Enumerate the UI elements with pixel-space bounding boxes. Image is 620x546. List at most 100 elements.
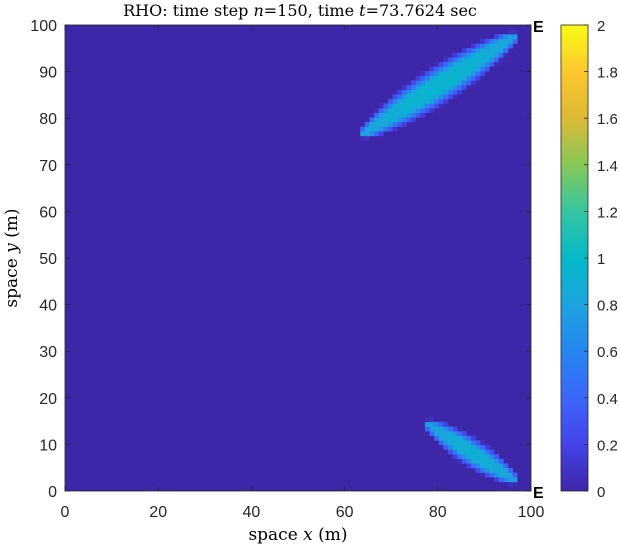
heatmap-cell <box>369 131 375 137</box>
heatmap-cell <box>397 103 403 109</box>
heatmap-cell <box>480 38 486 44</box>
heatmap-cell <box>415 80 421 86</box>
heatmap-cell <box>498 57 504 63</box>
heatmap-cell <box>429 80 435 86</box>
heatmap-cell <box>457 431 463 436</box>
heatmap-cell <box>378 126 384 132</box>
heatmap-cell <box>457 435 463 441</box>
heatmap-cell <box>457 80 463 86</box>
heatmap-cell <box>411 89 416 95</box>
heatmap-cell <box>498 458 504 464</box>
y-tick-label: 30 <box>39 344 57 361</box>
heatmap-cell <box>447 449 453 455</box>
heatmap-cell <box>443 98 449 104</box>
heatmap-cell <box>415 98 421 104</box>
heatmap-cell <box>429 94 435 100</box>
heatmap-cell <box>443 84 449 90</box>
heatmap-cell <box>471 66 476 72</box>
heatmap-cell <box>392 126 398 132</box>
heatmap-cell <box>411 94 416 100</box>
heatmap-cell <box>480 449 486 455</box>
heatmap-cell <box>434 75 440 81</box>
heatmap-cell <box>392 112 398 118</box>
heatmap-cell <box>471 449 476 455</box>
heatmap-cell <box>378 103 384 109</box>
heatmap-cell <box>420 84 426 90</box>
heatmap-cell <box>424 75 430 81</box>
heatmap-cell <box>503 43 509 49</box>
heatmap-cell <box>498 52 504 58</box>
heatmap-cell <box>415 84 421 90</box>
heatmap-cell <box>415 103 421 109</box>
heatmap-cell <box>466 57 472 63</box>
heatmap-cell <box>466 52 472 58</box>
heatmap-cell <box>438 61 444 67</box>
heatmap-cell <box>369 121 375 127</box>
heatmap-cell <box>457 84 463 90</box>
heatmap-cell <box>415 112 421 118</box>
heatmap-cell <box>484 38 490 44</box>
heatmap-cell <box>447 80 453 86</box>
heatmap-cell <box>466 61 472 67</box>
heatmap-cell <box>494 477 500 483</box>
heatmap-cell <box>438 80 444 86</box>
heatmap-cell <box>484 463 490 469</box>
heatmap-cell <box>411 103 416 109</box>
heatmap-cell <box>461 458 467 464</box>
heatmap-cell <box>415 89 421 95</box>
heatmap-cell <box>466 71 472 77</box>
heatmap-cell <box>447 444 453 450</box>
chart-title: RHO: time step n=150, time t=73.7624 sec <box>123 1 477 20</box>
heatmap-cell <box>392 94 398 100</box>
heatmap-cell <box>447 94 453 100</box>
colorbar-tick-label: 2 <box>597 18 605 35</box>
heatmap-cell <box>383 121 389 127</box>
heatmap-cell <box>424 417 430 423</box>
heatmap-cell <box>434 431 440 436</box>
heatmap-cell <box>424 71 430 77</box>
heatmap-cell <box>438 440 444 446</box>
heatmap-cell <box>447 71 453 77</box>
heatmap-cell <box>484 61 490 67</box>
heatmap-cell <box>360 135 366 141</box>
heatmap-cell <box>429 98 435 104</box>
heatmap-cell <box>420 112 426 118</box>
heatmap-cell <box>406 80 412 86</box>
heatmap-cell <box>387 126 393 132</box>
heatmap-cell <box>374 126 380 132</box>
heatmap-cell <box>452 80 458 86</box>
colorbar-ticks: 0 0.2 0.4 0.6 0.8 1 1.2 1.4 1.6 1.8 2 <box>584 18 618 501</box>
heatmap-cell <box>507 467 513 473</box>
heatmap-cell <box>406 117 412 123</box>
heatmap-cell <box>397 112 403 118</box>
heatmap-cell <box>461 440 467 446</box>
heatmap-cell <box>461 75 467 81</box>
heatmap-cell <box>447 84 453 90</box>
heatmap-cell <box>443 71 449 77</box>
heatmap-cell <box>457 426 463 432</box>
heatmap-cell <box>461 449 467 455</box>
heatmap-cell <box>411 84 416 90</box>
colorbar <box>560 24 589 492</box>
heatmap-cell <box>512 481 518 487</box>
heatmap-cell <box>452 435 458 441</box>
heatmap-cell <box>475 66 481 72</box>
heatmap-cell <box>374 108 380 114</box>
heatmap-cell <box>443 421 449 427</box>
x-tick-label: 80 <box>429 504 447 521</box>
heatmap-cell <box>452 440 458 446</box>
y-tick-label: 40 <box>39 298 57 315</box>
heatmap-cell <box>457 449 463 455</box>
heatmap-cell <box>457 52 463 58</box>
heatmap-cell <box>434 80 440 86</box>
heatmap-cell <box>466 48 472 54</box>
heatmap-cell <box>471 48 476 54</box>
heatmap-cell <box>447 89 453 95</box>
heatmap-cell <box>424 103 430 109</box>
heatmap-cell <box>457 440 463 446</box>
heatmap-cell <box>429 426 435 432</box>
heatmap-cell <box>471 43 476 49</box>
heatmap-cell <box>480 43 486 49</box>
heatmap-cell <box>480 440 486 446</box>
heatmap-cell <box>434 421 440 427</box>
